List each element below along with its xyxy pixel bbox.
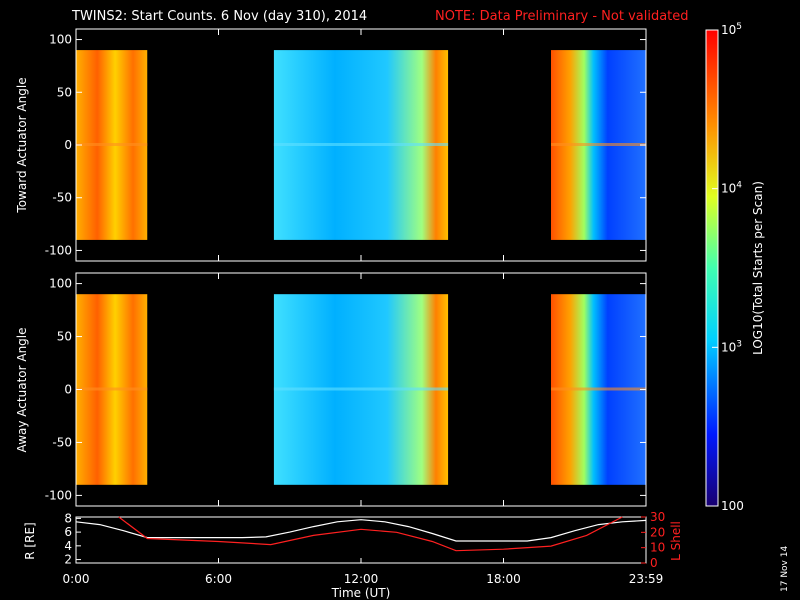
lshell-tick-label: 20 (650, 525, 665, 539)
colorbar: 105 104 103 100 LOG10(Total Starts per Scan… (705, 22, 765, 513)
r-tick-label: 2 (64, 553, 72, 567)
y-tick-label: 50 (57, 330, 72, 344)
colorbar-ticks: 105 104 103 100 (712, 22, 744, 513)
orbit-lines (75, 516, 647, 552)
lshell-tick-label: 30 (650, 510, 665, 524)
r-axis-label: R [RE] (23, 522, 37, 559)
colorbar-tick-label: 105 (721, 22, 742, 37)
toward-data-blocks (76, 50, 646, 240)
colorbar-tick-label: 104 (721, 181, 742, 196)
time-tick-label: 12:00 (344, 572, 379, 586)
time-axis-label: Time (UT) (331, 586, 391, 600)
orbit-panel-frame (75, 516, 647, 564)
y-tick-label: 0 (64, 383, 72, 397)
r-tick-label: 6 (64, 525, 72, 539)
colorbar-label: LOG10(Total Starts per Scan) (751, 181, 765, 355)
y-tick-label: -100 (45, 488, 72, 502)
toward-angle-panel: 100 50 0 -50 -100 Toward Actuator Angle (15, 28, 647, 262)
y-tick-label: 100 (49, 277, 72, 291)
r-tick-label: 8 (64, 511, 72, 525)
time-tick-label: 18:00 (486, 572, 521, 586)
lshell-tick-label: 0 (650, 556, 658, 570)
away-data-blocks (76, 294, 646, 485)
date-stamp: 17 Nov 14 (780, 546, 790, 592)
chart-title: TWINS2: Start Counts. 6 Nov (day 310), 2… (71, 9, 367, 24)
lshell-tick-label: 10 (650, 541, 665, 555)
away-zero-stripe (76, 387, 148, 391)
time-tick-label: 23:59 (629, 572, 664, 586)
away-angle-panel: 100 50 0 -50 -100 Away Actuator Angle (15, 272, 647, 507)
toward-zero-stripe (551, 143, 646, 146)
toward-y-ticks: 100 50 0 -50 -100 (45, 29, 647, 261)
lshell-axis-label: L Shell (669, 521, 683, 561)
time-axis-ticks: 0:00 6:00 12:00 18:00 23:59 (63, 558, 664, 586)
time-tick-label: 0:00 (63, 572, 90, 586)
r-tick-label: 4 (64, 539, 72, 553)
time-tick-label: 6:00 (205, 572, 232, 586)
colorbar-scale (705, 29, 719, 507)
y-tick-label: -50 (52, 191, 72, 205)
away-y-ticks: 100 50 0 -50 -100 (45, 273, 647, 506)
toward-y-axis-label: Toward Actuator Angle (15, 77, 29, 213)
y-tick-label: 100 (49, 33, 72, 47)
colorbar-tick-label: 103 (721, 339, 742, 354)
y-tick-label: 50 (57, 85, 72, 99)
toward-zero-stripe (76, 143, 148, 146)
y-tick-label: -100 (45, 243, 72, 257)
y-tick-label: -50 (52, 435, 72, 449)
away-zero-stripe (273, 387, 449, 391)
preliminary-note: NOTE: Data Preliminary - Not validated (435, 9, 689, 24)
r-series-line (75, 519, 647, 542)
away-zero-stripe (551, 387, 646, 391)
toward-zero-stripe (273, 143, 449, 146)
away-y-axis-label: Away Actuator Angle (15, 327, 29, 452)
y-tick-label: 0 (64, 138, 72, 152)
colorbar-tick-label: 100 (721, 499, 744, 513)
lshell-series-line (118, 516, 623, 552)
